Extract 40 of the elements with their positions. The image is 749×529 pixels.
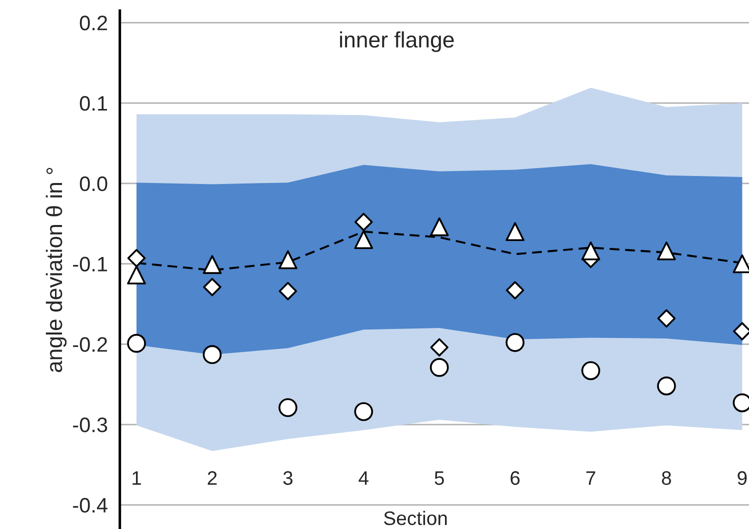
point [127, 334, 146, 353]
x-tick-label: 5 [434, 471, 444, 485]
x-axis-title: Section [384, 510, 447, 526]
point [430, 338, 448, 356]
x-tick-label: 4 [358, 471, 368, 485]
point [581, 361, 600, 380]
point [657, 309, 676, 328]
point [506, 222, 524, 242]
point [506, 333, 524, 352]
point [430, 358, 449, 377]
point [657, 241, 676, 260]
point [278, 282, 298, 300]
point [657, 376, 676, 396]
point [278, 250, 298, 270]
point [354, 230, 374, 250]
y-tick-label: -0.2 [73, 337, 107, 352]
point [203, 278, 222, 296]
x-tick-label: 1 [132, 471, 141, 485]
x-tick-label: 8 [662, 471, 672, 485]
point [354, 212, 373, 232]
point [430, 217, 449, 236]
x-tick-label: 6 [510, 471, 520, 485]
point [202, 255, 222, 274]
y-tick-label: -0.1 [73, 256, 108, 272]
point [506, 281, 524, 300]
text: inner flange [340, 31, 454, 52]
y-tick-label: 0.2 [80, 16, 107, 30]
x-tick-label: 2 [208, 471, 217, 485]
y-tick-label: -0.4 [73, 498, 108, 513]
x-tick-label: 9 [738, 471, 747, 485]
point [278, 398, 298, 418]
x-tick-label: 3 [283, 471, 292, 485]
y-tick-label: 0.0 [80, 176, 108, 192]
point [354, 402, 374, 422]
y-tick-label: -0.3 [73, 418, 108, 432]
y-axis-title: angle deviation θ in ° [46, 168, 67, 372]
point [127, 249, 146, 268]
y-tick-label: 0.1 [80, 96, 108, 111]
point [202, 345, 222, 364]
x-tick-label: 7 [586, 471, 596, 485]
